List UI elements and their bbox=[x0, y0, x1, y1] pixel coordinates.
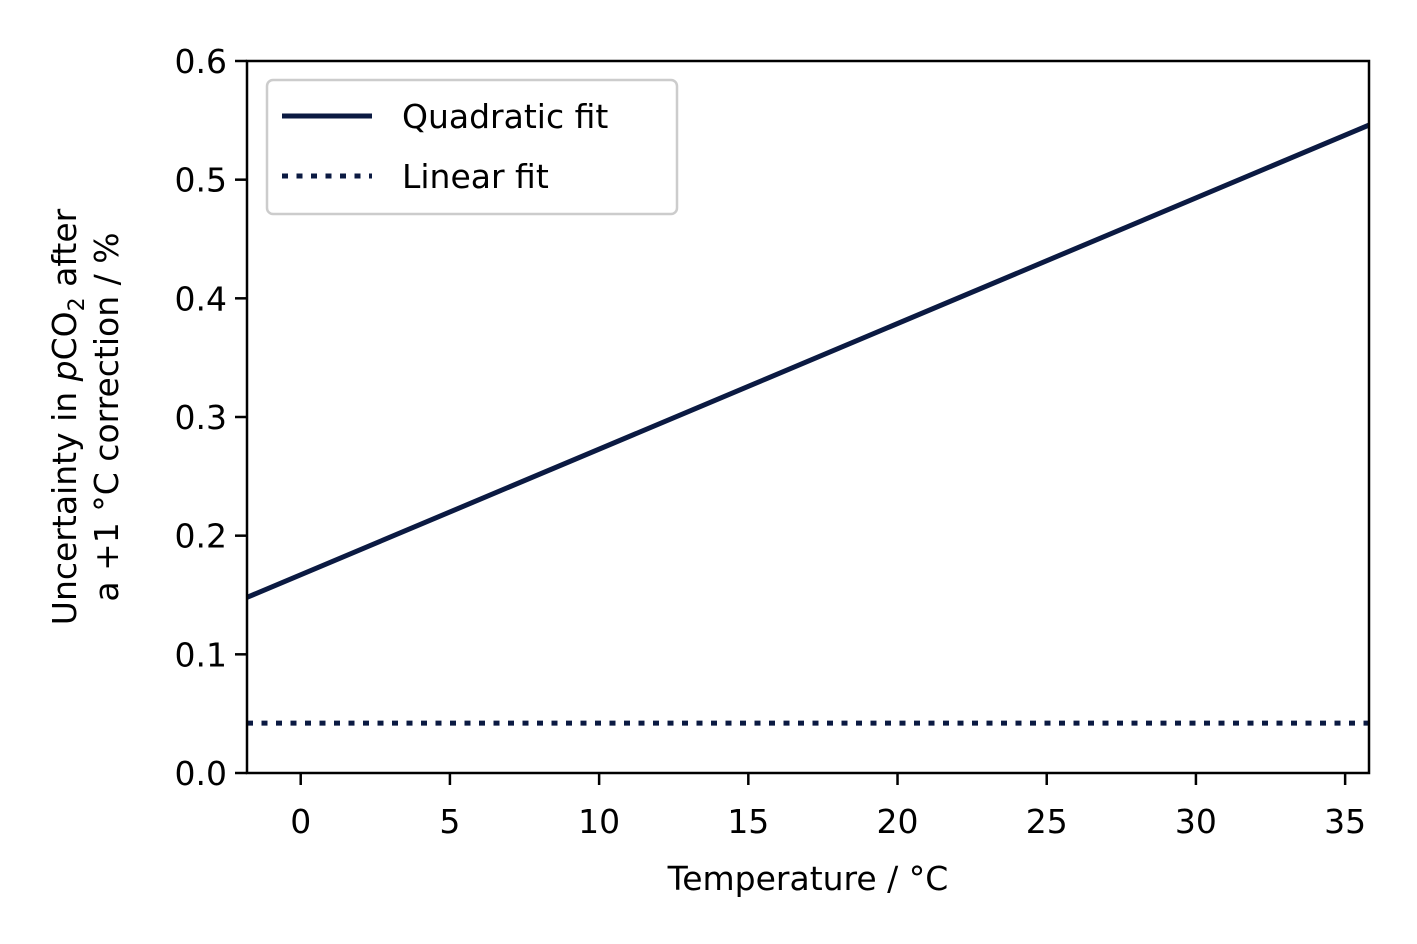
x-tick-label: 0 bbox=[290, 802, 311, 841]
y-axis-title-suffix: after bbox=[45, 208, 84, 297]
x-axis-title: Temperature / °C bbox=[667, 859, 949, 898]
y-axis: 0.0 0.1 0.2 0.3 0.4 0.5 0.6 bbox=[175, 42, 247, 793]
y-tick-label: 0.5 bbox=[175, 161, 227, 200]
x-tick-label: 25 bbox=[1026, 802, 1068, 841]
y-axis-title-co: CO bbox=[45, 311, 84, 360]
legend: Quadratic fit Linear fit bbox=[265, 78, 679, 216]
y-tick-label: 0.3 bbox=[175, 398, 227, 437]
x-tick-label: 30 bbox=[1175, 802, 1217, 841]
y-axis-title-line2: a +1 °C correction / % bbox=[87, 232, 126, 601]
y-axis-title-subscript: 2 bbox=[65, 297, 90, 311]
legend-label-quadratic-fit: Quadratic fit bbox=[402, 97, 608, 136]
plot-lines bbox=[246, 122, 1370, 726]
y-axis-title-italic: p bbox=[45, 360, 84, 382]
series-line-quadratic-fit bbox=[246, 122, 1370, 600]
x-axis: 0 5 10 15 20 25 30 35 bbox=[290, 773, 1366, 841]
y-tick-label: 0.6 bbox=[175, 42, 227, 81]
y-tick-label: 0.2 bbox=[175, 517, 227, 556]
x-tick-label: 35 bbox=[1324, 802, 1366, 841]
y-tick-label: 0.0 bbox=[175, 754, 227, 793]
x-tick-label: 10 bbox=[578, 802, 620, 841]
y-tick-label: 0.1 bbox=[175, 635, 227, 674]
y-axis-title-prefix: Uncertainty in bbox=[45, 381, 84, 625]
y-tick-label: 0.4 bbox=[175, 279, 227, 318]
legend-label-linear-fit: Linear fit bbox=[402, 157, 549, 196]
x-tick-label: 15 bbox=[727, 802, 769, 841]
x-tick-label: 5 bbox=[439, 802, 460, 841]
y-axis-title-line1: Uncertainty in pCO2 after bbox=[45, 208, 90, 625]
y-axis-title: Uncertainty in pCO2 after a +1 °C correc… bbox=[45, 208, 126, 625]
x-tick-label: 20 bbox=[877, 802, 919, 841]
